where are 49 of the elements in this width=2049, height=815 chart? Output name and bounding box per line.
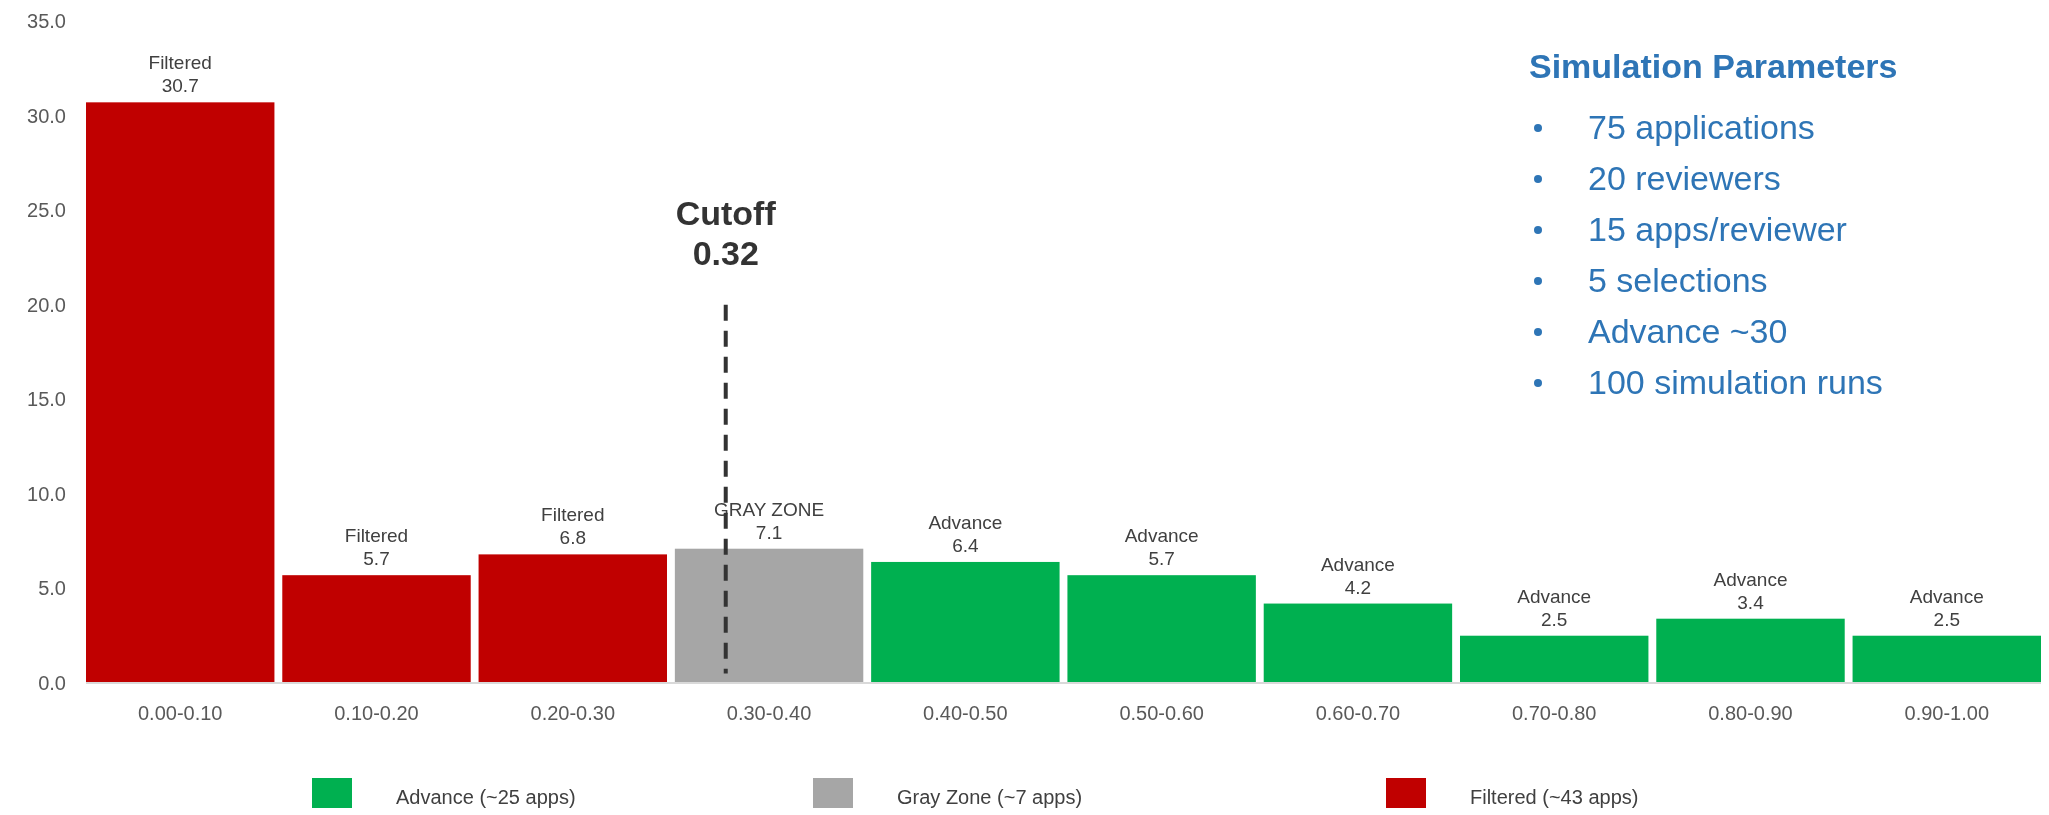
ref-line-label: Cutoff 0.32 bbox=[675, 193, 777, 272]
y-tick-label: 30.0 bbox=[27, 104, 66, 127]
bar bbox=[1656, 618, 1845, 683]
x-tick-label: 0.80-0.90 bbox=[1708, 702, 1793, 724]
x-tick-label: 0.90-1.00 bbox=[1904, 702, 1990, 724]
bar bbox=[1067, 575, 1256, 683]
bar bbox=[478, 554, 667, 683]
bar bbox=[1852, 635, 2041, 683]
x-tick-label: 0.70-0.80 bbox=[1511, 702, 1597, 724]
x-tick-label: 0.40-0.50 bbox=[923, 702, 1008, 724]
annotation: Advance ~30 bbox=[1588, 312, 1788, 350]
bar bbox=[1263, 603, 1453, 683]
y-tick-label: 10.0 bbox=[27, 482, 66, 505]
text: Filtered 30.7 bbox=[148, 52, 212, 97]
legend-label: Advance (~25 apps) bbox=[396, 786, 576, 808]
x-tick-label: 0.10-0.20 bbox=[334, 702, 419, 724]
x-tick-label: 0.60-0.70 bbox=[1315, 702, 1401, 724]
x-tick-label: 0.00-0.10 bbox=[137, 702, 223, 724]
y-tick-label: 25.0 bbox=[27, 199, 66, 222]
legend-label: Filtered (~43 apps) bbox=[1470, 786, 1639, 808]
legend-label: Gray Zone (~7 apps) bbox=[897, 786, 1083, 808]
text: Advance 3.4 bbox=[1713, 568, 1788, 613]
annotation: 75 applications bbox=[1588, 108, 1815, 146]
text: GRAY ZONE 7.1 bbox=[713, 498, 825, 543]
text: Advance 4.2 bbox=[1320, 553, 1395, 598]
y-tick-label: 15.0 bbox=[27, 388, 66, 411]
annotation: 100 simulation runs bbox=[1588, 363, 1883, 401]
text: Filtered 6.8 bbox=[541, 504, 605, 549]
y-tick-label: 0.0 bbox=[38, 672, 66, 694]
annotation: 5 selections bbox=[1588, 261, 1768, 299]
y-tick-label: 35.0 bbox=[27, 10, 66, 32]
x-tick-label: 0.30-0.40 bbox=[726, 702, 812, 724]
y-tick-label: 5.0 bbox=[38, 577, 66, 600]
y-tick-label: 20.0 bbox=[27, 293, 66, 316]
bar bbox=[674, 548, 864, 683]
annotation: Simulation Parameters bbox=[1529, 47, 1898, 85]
x-tick-label: 0.20-0.30 bbox=[530, 702, 616, 724]
annotation: 20 reviewers bbox=[1588, 159, 1781, 197]
bar bbox=[1460, 635, 1649, 683]
text: Filtered 5.7 bbox=[344, 525, 409, 570]
text: Advance 6.4 bbox=[928, 511, 1003, 556]
annotation: 15 apps/reviewer bbox=[1588, 210, 1847, 248]
bar bbox=[282, 575, 471, 683]
x-tick-label: 0.50-0.60 bbox=[1119, 702, 1204, 724]
bar bbox=[871, 561, 1060, 683]
text: Advance 5.7 bbox=[1124, 525, 1199, 570]
text: Advance 2.5 bbox=[1517, 585, 1592, 630]
bar bbox=[86, 102, 275, 683]
text: Advance 2.5 bbox=[1909, 585, 1984, 630]
